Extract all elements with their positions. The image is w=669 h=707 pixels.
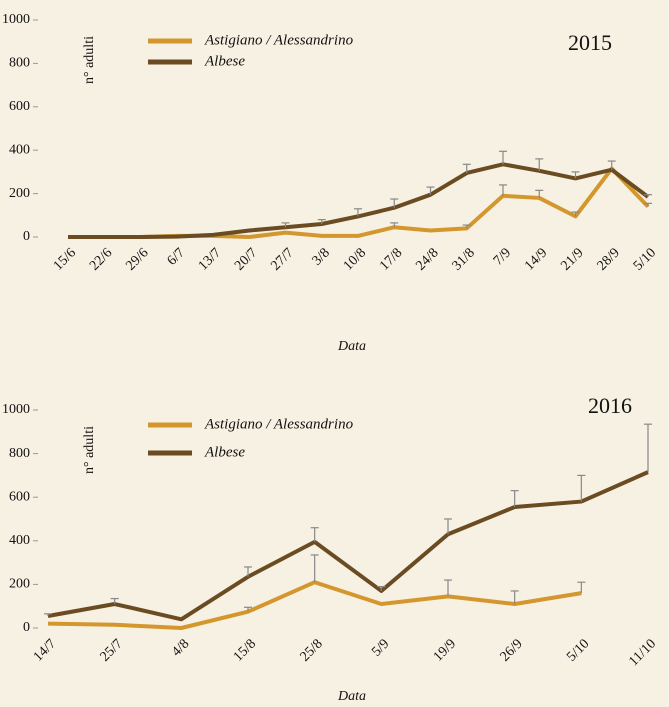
y-tick-label: 800 <box>9 56 30 71</box>
x-tick-label: 25/8 <box>298 636 326 664</box>
error-bar <box>499 184 507 196</box>
error-bar <box>377 585 386 591</box>
error-bar <box>571 211 580 217</box>
y-axis-label: n° adulti <box>82 426 97 474</box>
x-tick-label: 4/8 <box>169 636 192 659</box>
error-bar <box>644 423 652 473</box>
error-bar <box>390 198 399 208</box>
error-bar <box>535 158 544 171</box>
x-tick-label: 3/8 <box>310 245 333 268</box>
error-bar <box>644 194 652 197</box>
error-bar <box>577 581 586 594</box>
x-tick-label: 14/7 <box>31 636 59 664</box>
legend-label: Astigiano / Alessandrino <box>204 416 354 432</box>
error-bar <box>244 566 252 577</box>
error-bar <box>607 160 616 170</box>
x-tick-label: 19/9 <box>431 636 459 664</box>
error-bar <box>499 150 507 165</box>
x-tick-label: 28/9 <box>595 245 623 273</box>
error-bar <box>44 613 52 617</box>
x-tick-label: 6/7 <box>165 245 188 268</box>
y-tick-label: 800 <box>9 446 30 461</box>
x-tick-label: 11/10 <box>626 636 659 669</box>
error-bar <box>510 590 519 605</box>
y-axis-label: n° adulti <box>82 36 97 84</box>
error-bar <box>571 171 580 179</box>
legend-label: Albese <box>204 444 245 460</box>
error-bar <box>644 202 652 207</box>
error-bar <box>426 186 435 195</box>
error-bar <box>310 527 319 542</box>
error-bar <box>462 224 471 229</box>
x-tick-label: 20/7 <box>232 245 260 273</box>
x-tick-label: 13/7 <box>196 245 224 273</box>
legend-label: Astigiano / Alessandrino <box>204 32 354 48</box>
x-tick-label: 10/8 <box>341 245 369 273</box>
error-bar <box>317 219 326 224</box>
x-tick-label: 26/9 <box>498 636 526 664</box>
y-tick-label: 200 <box>9 186 30 201</box>
error-bar <box>110 597 119 605</box>
error-bar <box>577 474 586 502</box>
year-label: 2015 <box>568 30 612 55</box>
x-tick-label: 5/10 <box>564 636 592 664</box>
x-tick-label: 31/8 <box>450 245 478 273</box>
error-bar <box>510 490 519 508</box>
y-tick-label: 1000 <box>2 12 30 27</box>
year-label: 2016 <box>588 393 632 418</box>
error-bar <box>462 163 471 173</box>
x-axis-label: Data <box>337 689 366 704</box>
x-tick-label: 5/10 <box>631 245 659 273</box>
series-line <box>68 166 650 239</box>
y-tick-label: 600 <box>9 489 30 504</box>
error-bar <box>281 222 290 228</box>
error-bar <box>444 579 452 597</box>
y-tick-label: 0 <box>23 229 30 244</box>
x-tick-label: 14/9 <box>522 245 550 273</box>
x-tick-label: 5/9 <box>369 636 392 659</box>
y-tick-label: 1000 <box>2 402 30 417</box>
y-tick-label: 200 <box>9 577 30 592</box>
error-bar <box>444 518 452 535</box>
x-axis-label: Data <box>337 339 366 354</box>
error-bar <box>535 189 544 198</box>
y-tick-label: 400 <box>9 142 30 157</box>
x-tick-label: 7/9 <box>491 245 514 268</box>
x-tick-label: 15/8 <box>231 636 259 664</box>
x-tick-label: 24/8 <box>413 245 441 273</box>
y-tick-label: 600 <box>9 99 30 114</box>
x-tick-label: 17/8 <box>377 245 405 273</box>
x-tick-label: 15/6 <box>51 245 79 273</box>
error-bar <box>310 554 319 583</box>
y-tick-label: 0 <box>23 620 30 635</box>
legend-label: Albese <box>204 53 245 69</box>
x-tick-label: 27/7 <box>268 245 296 273</box>
x-tick-label: 25/7 <box>98 636 126 664</box>
x-tick-label: 21/9 <box>558 245 586 273</box>
error-bar <box>244 606 252 612</box>
x-tick-label: 29/6 <box>123 245 151 273</box>
series-line <box>68 162 650 239</box>
error-bar <box>390 222 399 228</box>
series-line <box>47 470 649 622</box>
x-tick-label: 22/6 <box>87 245 115 273</box>
error-bar <box>354 208 362 217</box>
y-tick-label: 400 <box>9 533 30 548</box>
